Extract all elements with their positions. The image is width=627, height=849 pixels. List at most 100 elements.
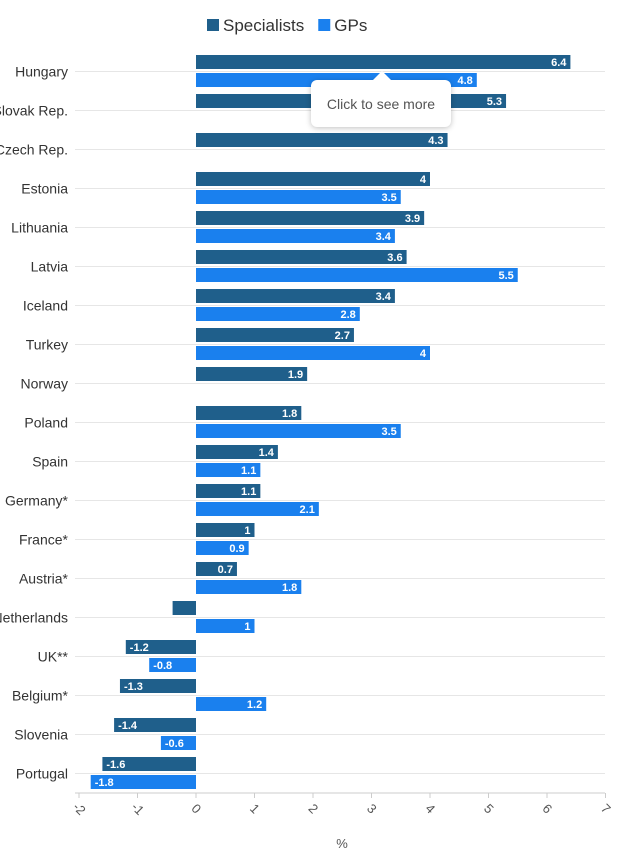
bar-specialists-belgium[interactable] <box>119 679 196 693</box>
data-label-gps-latvia: 5.5 <box>498 270 513 282</box>
bar-specialists-hungary[interactable] <box>196 55 571 69</box>
x-tick-label: 7 <box>598 801 614 817</box>
category-label-france: France* <box>19 532 69 548</box>
bar-specialists-germany[interactable] <box>196 484 261 498</box>
bar-gps-poland[interactable] <box>196 424 401 438</box>
data-label-specialists-hungary: 6.4 <box>551 57 567 69</box>
data-label-gps-germany: 2.1 <box>300 504 315 516</box>
category-label-latvia: Latvia <box>31 259 69 275</box>
data-label-gps-slovenia: -0.6 <box>165 738 184 750</box>
x-tick-label: 2 <box>305 801 321 817</box>
data-label-specialists-uk: -1.2 <box>130 642 149 654</box>
bar-specialists-spain[interactable] <box>196 445 278 459</box>
bar-specialists-czech-rep[interactable] <box>196 133 448 147</box>
bar-specialists-norway[interactable] <box>196 367 308 381</box>
bar-gps-germany[interactable] <box>196 502 319 516</box>
data-label-gps-uk: -0.8 <box>153 660 172 672</box>
bar-gps-uk[interactable] <box>149 658 196 672</box>
data-label-gps-hungary: 4.8 <box>458 75 473 87</box>
bar-gps-france[interactable] <box>196 541 249 555</box>
category-label-poland: Poland <box>24 415 68 431</box>
category-label-portugal: Portugal <box>16 766 68 782</box>
category-label-belgium: Belgium* <box>12 688 69 704</box>
data-label-gps-turkey: 4 <box>420 348 427 360</box>
bar-specialists-portugal[interactable] <box>102 757 196 771</box>
data-label-specialists-slovenia: -1.4 <box>118 720 138 732</box>
data-label-gps-lithuania: 3.4 <box>376 231 392 243</box>
data-label-specialists-latvia: 3.6 <box>387 252 402 264</box>
data-label-gps-estonia: 3.5 <box>381 192 396 204</box>
data-label-gps-portugal: -1.8 <box>95 777 114 789</box>
bar-specialists-estonia[interactable] <box>196 172 430 186</box>
category-label-lithuania: Lithuania <box>11 220 68 236</box>
data-label-specialists-estonia: 4 <box>420 174 427 186</box>
bar-gps-netherlands[interactable] <box>196 619 255 633</box>
tooltip[interactable]: Click to see more <box>311 71 451 127</box>
legend-swatch-specialists <box>207 19 219 31</box>
x-tick-label: 5 <box>481 801 497 817</box>
data-label-gps-netherlands: 1 <box>244 621 250 633</box>
data-label-specialists-slovak-rep: 5.3 <box>487 96 502 108</box>
category-label-spain: Spain <box>32 454 68 470</box>
x-tick-label: -1 <box>128 799 147 818</box>
legend-item-gps[interactable]: GPs <box>334 16 367 35</box>
bar-gps-austria[interactable] <box>196 580 302 594</box>
category-label-iceland: Iceland <box>23 298 68 314</box>
grid <box>75 71 605 794</box>
bar-gps-turkey[interactable] <box>196 346 430 360</box>
category-label-estonia: Estonia <box>21 181 68 197</box>
bars: 6.45.34.343.93.63.42.71.91.81.41.110.7-1… <box>90 55 571 789</box>
bar-gps-portugal[interactable] <box>90 775 196 789</box>
data-label-specialists-poland: 1.8 <box>282 408 297 420</box>
bar-gps-lithuania[interactable] <box>196 229 395 243</box>
category-label-uk: UK** <box>38 649 69 665</box>
data-label-gps-austria: 1.8 <box>282 582 297 594</box>
legend-item-specialists[interactable]: Specialists <box>223 16 304 35</box>
data-label-specialists-lithuania: 3.9 <box>405 213 420 225</box>
bar-specialists-latvia[interactable] <box>196 250 407 264</box>
bar-gps-slovenia[interactable] <box>160 736 196 750</box>
x-axis-title: % <box>336 836 348 849</box>
bar-specialists-iceland[interactable] <box>196 289 395 303</box>
bar-specialists-uk[interactable] <box>125 640 196 654</box>
category-label-hungary: Hungary <box>15 64 68 80</box>
data-label-specialists-austria: 0.7 <box>218 564 233 576</box>
x-tick-label: 0 <box>188 801 204 817</box>
bar-gps-latvia[interactable] <box>196 268 518 282</box>
x-axis: -2 -1 0 1 2 3 4 5 6 7 <box>70 793 614 818</box>
bar-specialists-austria[interactable] <box>196 562 237 576</box>
bar-specialists-turkey[interactable] <box>196 328 354 342</box>
category-label-germany: Germany* <box>5 493 69 509</box>
category-label-czech-rep: Czech Rep. <box>0 142 68 158</box>
data-label-specialists-portugal: -1.6 <box>106 759 125 771</box>
category-label-turkey: Turkey <box>26 337 68 353</box>
x-tick-label: 6 <box>539 801 555 817</box>
data-label-specialists-turkey: 2.7 <box>335 330 350 342</box>
bar-gps-spain[interactable] <box>196 463 261 477</box>
data-label-gps-iceland: 2.8 <box>341 309 356 321</box>
data-label-gps-france: 0.9 <box>229 543 244 555</box>
category-label-netherlands: Netherlands <box>0 610 68 626</box>
bar-gps-belgium[interactable] <box>196 697 267 711</box>
bar-specialists-lithuania[interactable] <box>196 211 425 225</box>
legend-swatch-gps <box>318 19 331 31</box>
legend[interactable]: Specialists GPs <box>207 16 367 35</box>
data-label-gps-spain: 1.1 <box>241 465 256 477</box>
data-label-specialists-germany: 1.1 <box>241 486 256 498</box>
category-label-slovenia: Slovenia <box>14 727 68 743</box>
data-label-specialists-czech-rep: 4.3 <box>428 135 443 147</box>
category-label-slovak-rep: Slovak Rep. <box>0 103 68 119</box>
bar-gps-iceland[interactable] <box>196 307 360 321</box>
x-tick-label: 3 <box>364 801 380 817</box>
data-label-specialists-iceland: 3.4 <box>376 291 392 303</box>
bar-specialists-netherlands[interactable] <box>172 601 196 615</box>
category-label-norway: Norway <box>21 376 68 392</box>
bar-gps-estonia[interactable] <box>196 190 401 204</box>
bar-specialists-france[interactable] <box>196 523 255 537</box>
data-label-specialists-spain: 1.4 <box>259 447 275 459</box>
x-tick-label: 4 <box>422 801 438 817</box>
category-labels: Hungary Slovak Rep. Czech Rep. Estonia Lithu… <box>0 64 69 782</box>
bar-specialists-slovenia[interactable] <box>114 718 196 732</box>
bar-specialists-poland[interactable] <box>196 406 302 420</box>
